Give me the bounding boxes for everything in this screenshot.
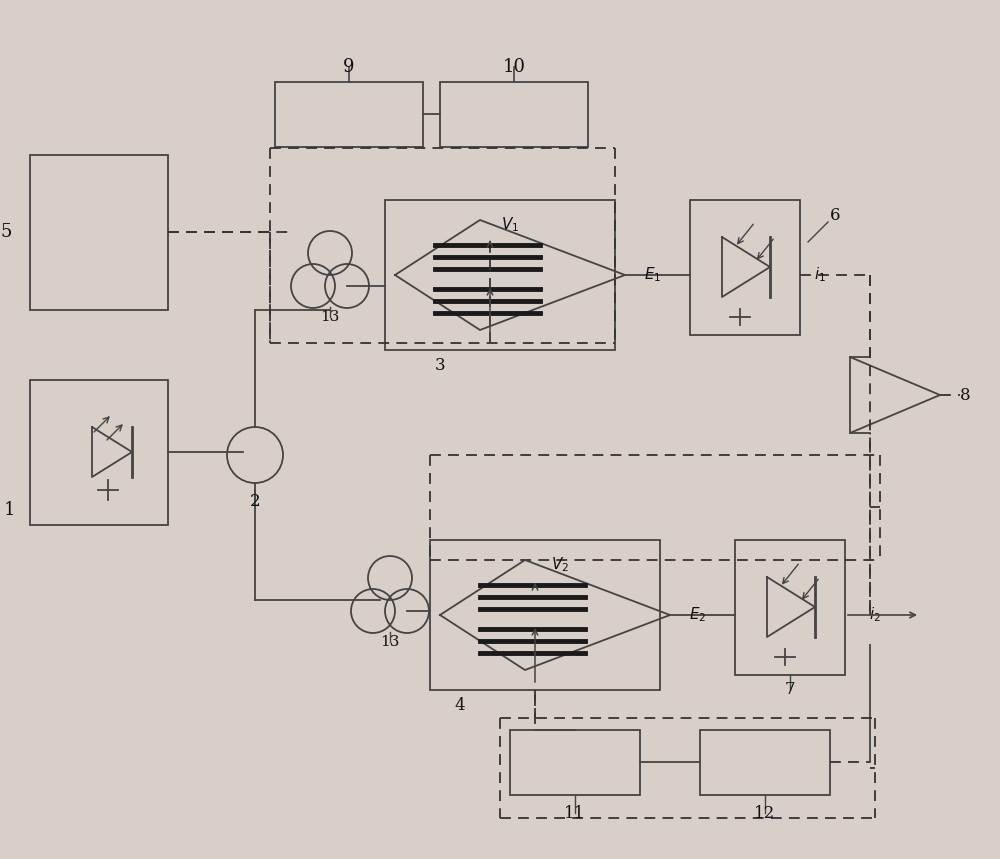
Bar (510, 730, 640, 795)
Text: $i_1$: $i_1$ (814, 265, 826, 284)
Bar (430, 540, 660, 690)
Bar (275, 82, 423, 147)
Text: 7: 7 (785, 681, 795, 698)
Text: 11: 11 (564, 805, 586, 821)
Text: 1: 1 (4, 501, 15, 519)
Text: 9: 9 (343, 58, 355, 76)
Text: 13: 13 (380, 635, 400, 649)
Bar (385, 200, 615, 350)
Text: $i_2$: $i_2$ (869, 606, 881, 624)
Text: 4: 4 (455, 697, 465, 714)
Bar (440, 82, 588, 147)
Text: 3: 3 (435, 356, 445, 374)
Text: $E_2$: $E_2$ (689, 606, 707, 624)
Bar (30, 155, 168, 310)
Text: 6: 6 (830, 206, 840, 223)
Bar (690, 200, 800, 335)
Bar (735, 540, 845, 675)
Text: 10: 10 (503, 58, 526, 76)
Text: 8: 8 (960, 387, 971, 404)
Bar (700, 730, 830, 795)
Text: $E_1$: $E_1$ (644, 265, 662, 284)
Text: $V_2$: $V_2$ (551, 556, 569, 575)
Text: 13: 13 (320, 310, 340, 324)
Text: $V_1$: $V_1$ (501, 216, 519, 235)
Text: 5: 5 (1, 223, 12, 241)
Bar (30, 380, 168, 525)
Text: 2: 2 (250, 492, 260, 509)
Text: 12: 12 (754, 805, 776, 821)
